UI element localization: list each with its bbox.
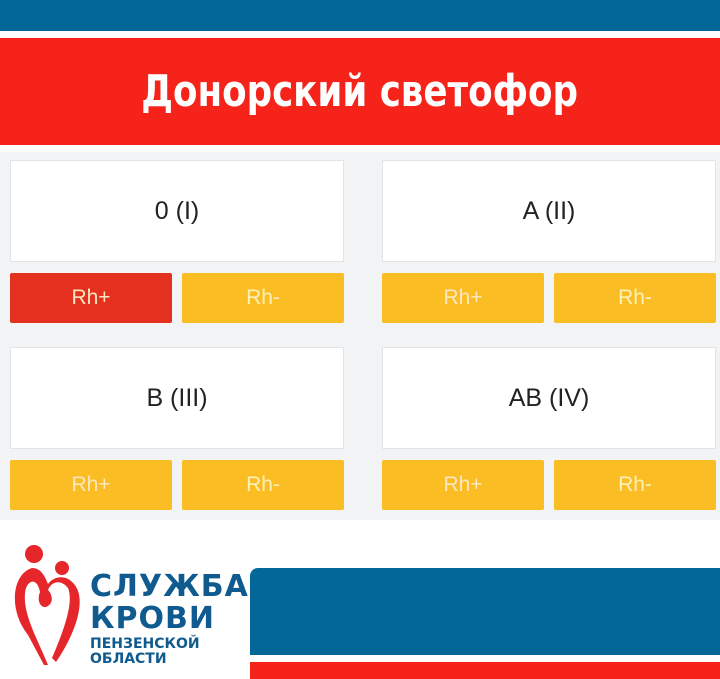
group-card-2: B (III) — [10, 347, 344, 449]
rh-negative-2: Rh- — [182, 460, 344, 510]
group-card-1: A (II) — [382, 160, 716, 262]
top-blue-bar — [0, 0, 720, 31]
footer-red-bar — [250, 662, 720, 679]
rh-positive-1: Rh+ — [382, 273, 544, 323]
blood-traffic-light-panel: 0 (I) Rh+ Rh- A (II) Rh+ Rh- B (III) Rh+… — [0, 152, 720, 520]
group-card-0: 0 (I) — [10, 160, 344, 262]
logo-line-2: КРОВИ — [90, 601, 215, 636]
heart-people-logo-icon — [14, 545, 80, 665]
rh-positive-0: Rh+ — [10, 273, 172, 323]
rh-negative-0: Rh- — [182, 273, 344, 323]
group-card-3: AB (IV) — [382, 347, 716, 449]
logo-line-4: ОБЛАСТИ — [90, 651, 167, 667]
footer-blue-block — [250, 568, 720, 655]
rh-negative-1: Rh- — [554, 273, 716, 323]
rh-negative-3: Rh- — [554, 460, 716, 510]
logo-text: СЛУЖБА КРОВИ ПЕНЗЕНСКОЙ ОБЛАСТИ — [90, 569, 249, 667]
rh-positive-3: Rh+ — [382, 460, 544, 510]
logo-line-3: ПЕНЗЕНСКОЙ — [90, 636, 200, 652]
rh-positive-2: Rh+ — [10, 460, 172, 510]
page-title: Донорский светофор — [141, 66, 579, 117]
header-banner: Донорский светофор — [0, 38, 720, 145]
logo-line-1: СЛУЖБА — [90, 569, 249, 604]
